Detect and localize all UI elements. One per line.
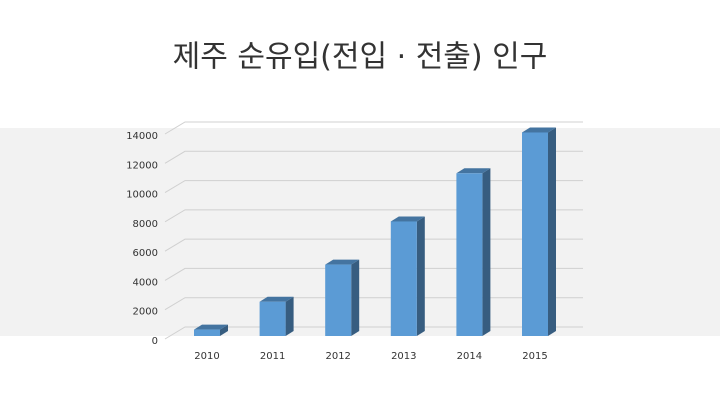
x-tick-label: 2013: [391, 351, 416, 362]
bar-top: [194, 324, 228, 330]
bar-top: [522, 127, 556, 133]
grid-line: [164, 150, 583, 164]
grid-line: [164, 238, 583, 252]
bar: [194, 329, 220, 336]
y-tick-label: 0: [152, 336, 158, 347]
bar-side: [285, 296, 294, 336]
bar: [456, 173, 483, 336]
y-tick-label: 6000: [133, 248, 158, 259]
y-tick-label: 4000: [133, 277, 158, 288]
bar-top: [456, 168, 491, 174]
bar: [522, 132, 548, 336]
grid-line: [164, 209, 583, 223]
y-tick-label: 2000: [133, 307, 158, 318]
grid-line: [164, 121, 583, 135]
bar: [259, 301, 286, 336]
x-tick-label: 2010: [194, 351, 219, 362]
x-tick-label: 2014: [457, 351, 482, 362]
bar-top: [325, 259, 360, 265]
bar: [325, 264, 352, 336]
y-tick-label: 12000: [126, 160, 158, 171]
plot-band: [0, 128, 720, 336]
x-tick-label: 2015: [522, 351, 547, 362]
y-tick-label: 10000: [126, 190, 158, 201]
x-tick-label: 2012: [325, 351, 350, 362]
bar-top: [259, 296, 294, 302]
chart-title: 제주 순유입(전입 · 전출) 인구: [173, 40, 548, 75]
y-tick-label: 8000: [133, 219, 158, 230]
grid-line: [164, 180, 583, 193]
x-tick-label: 2011: [260, 351, 285, 362]
grid-line: [164, 267, 583, 281]
bar-side: [416, 216, 425, 336]
bar-side: [220, 324, 228, 336]
bar-top: [390, 216, 425, 222]
y-tick-label: 14000: [126, 131, 158, 142]
grid-line: [164, 326, 583, 340]
bar-side: [548, 127, 556, 336]
bar-side: [351, 259, 360, 336]
bar-side: [482, 168, 491, 336]
grid-line: [164, 297, 583, 311]
bar: [390, 221, 417, 336]
